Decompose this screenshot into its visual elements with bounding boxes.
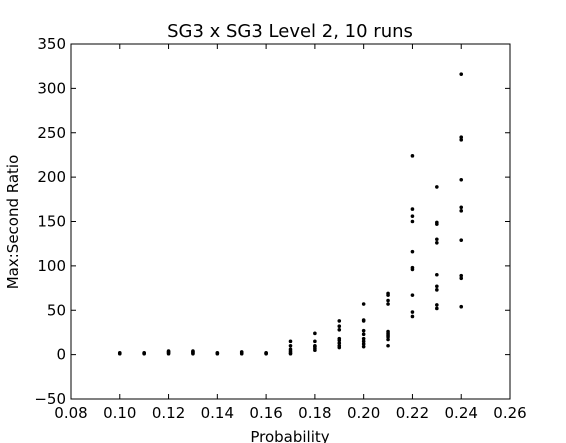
x-tick-label: 0.22 <box>396 404 429 422</box>
x-tick-label: 0.24 <box>445 404 478 422</box>
x-tick-label: 0.08 <box>54 404 87 422</box>
data-point <box>435 306 439 311</box>
x-tick-label: 0.20 <box>347 404 380 422</box>
data-point <box>435 237 439 242</box>
data-point <box>361 342 366 346</box>
y-tick-label: 100 <box>37 257 66 275</box>
data-point <box>337 327 342 332</box>
data-point <box>459 209 464 213</box>
data-point <box>361 336 366 341</box>
data-point <box>117 351 122 355</box>
data-point <box>386 298 390 303</box>
x-axis-label: Probability <box>250 428 329 443</box>
x-tick-label: 0.14 <box>201 404 234 422</box>
data-point <box>435 185 439 189</box>
data-point <box>410 293 415 297</box>
data-point <box>386 302 390 306</box>
data-point <box>288 343 293 348</box>
data-point <box>410 207 415 211</box>
y-tick-label: 200 <box>37 168 66 186</box>
y-tick-label: 250 <box>37 124 66 142</box>
data-point <box>459 177 464 182</box>
data-point <box>142 351 146 355</box>
data-point <box>313 331 317 336</box>
data-point <box>361 328 366 333</box>
data-point <box>459 138 464 142</box>
data-point <box>191 349 195 353</box>
data-point <box>435 303 439 307</box>
data-point <box>459 135 464 139</box>
data-point <box>337 324 342 329</box>
data-point <box>459 72 464 76</box>
y-tick-label: 0 <box>56 346 66 364</box>
data-point <box>410 214 415 218</box>
data-point <box>410 154 415 158</box>
data-point <box>410 310 415 314</box>
data-point <box>361 332 366 337</box>
x-tick-label: 0.26 <box>493 404 526 422</box>
data-point <box>435 220 439 225</box>
data-point <box>435 241 439 245</box>
data-point <box>435 284 439 289</box>
y-tick-label: −50 <box>34 390 66 408</box>
data-point <box>288 347 293 352</box>
data-point <box>264 351 268 355</box>
data-point <box>435 272 439 277</box>
data-point <box>239 350 244 354</box>
data-point <box>459 304 464 309</box>
data-point <box>361 344 366 349</box>
y-tick-label: 150 <box>37 213 66 231</box>
x-tick-label: 0.16 <box>249 404 282 422</box>
data-point <box>337 343 342 348</box>
data-point <box>337 341 342 345</box>
data-point <box>386 329 390 334</box>
data-point <box>288 339 293 344</box>
data-point <box>459 238 464 242</box>
chart-title: SG3 x SG3 Level 2, 10 runs <box>167 21 413 42</box>
data-point <box>361 302 366 306</box>
data-point <box>459 205 464 210</box>
data-point <box>410 249 415 254</box>
y-tick-label: 50 <box>47 301 66 319</box>
data-point <box>166 349 171 353</box>
data-point <box>361 339 366 344</box>
data-point <box>459 273 464 278</box>
x-tick-label: 0.12 <box>152 404 185 422</box>
data-points <box>117 72 464 356</box>
data-point <box>386 337 390 342</box>
data-point <box>337 336 342 341</box>
x-tick-label: 0.18 <box>298 404 331 422</box>
data-point <box>337 319 342 323</box>
axis-ticks: 0.08 0.10 0.12 0.14 0.16 0.18 0.20 0.22 0.24 0.26… <box>34 35 526 422</box>
data-point <box>215 351 220 355</box>
data-point <box>313 343 317 348</box>
y-tick-label: 300 <box>37 79 66 97</box>
data-point <box>410 219 415 224</box>
data-point <box>435 288 439 292</box>
data-point <box>386 343 390 348</box>
x-tick-label: 0.10 <box>103 404 136 422</box>
data-point <box>386 291 390 296</box>
data-point <box>459 276 464 281</box>
data-point <box>313 339 317 344</box>
data-point <box>410 314 415 319</box>
data-point <box>410 265 415 270</box>
y-axis-label: Max:Second Ratio <box>4 155 22 290</box>
y-tick-label: 350 <box>37 35 66 53</box>
data-point <box>361 318 366 322</box>
